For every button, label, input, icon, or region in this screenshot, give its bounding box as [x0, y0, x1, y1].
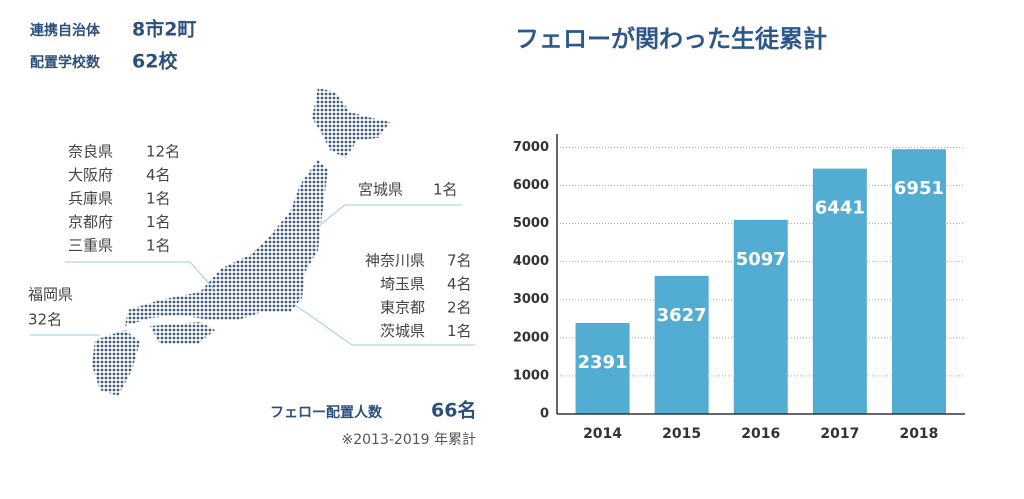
pref-name: 大阪府	[68, 166, 113, 184]
pref-count: 12名	[146, 143, 180, 161]
x-tick-label: 2014	[583, 426, 622, 442]
value-label: 6441	[815, 198, 865, 219]
x-tick-label: 2015	[662, 426, 701, 442]
bar	[733, 219, 788, 414]
pref-name: 三重県	[68, 237, 113, 255]
pref-count: 4名	[447, 275, 472, 293]
value-label: 2391	[577, 352, 627, 373]
schools-label: 配置学校数	[30, 54, 101, 71]
pref-count: 7名	[447, 252, 472, 270]
y-tick-label: 2000	[513, 330, 549, 345]
connector	[65, 261, 216, 291]
y-tick-label: 0	[540, 407, 549, 422]
pref-count: 32名	[28, 311, 62, 329]
bar	[654, 275, 709, 414]
bar-chart: 0 1000 2000 3000 4000 5000 6000 7000 2014 2391 201…	[513, 134, 965, 442]
pref-name: 京都府	[68, 213, 113, 231]
pref-count: 1名	[447, 322, 472, 340]
connector	[319, 204, 462, 226]
pref-count: 1名	[146, 190, 171, 208]
pref-name: 埼玉県	[380, 275, 425, 293]
value-label: 3627	[657, 305, 707, 326]
y-tick-label: 6000	[513, 178, 549, 193]
pref-count: 1名	[146, 237, 171, 255]
pref-name: 宮城県	[358, 181, 403, 199]
pref-count: 4名	[146, 166, 171, 184]
region-tohoku: 宮城県 1名	[358, 181, 458, 199]
municipalities-value: 8市2町	[132, 18, 196, 41]
fellows-label: フェロー配置人数	[270, 404, 383, 421]
y-tick-label: 7000	[513, 140, 549, 155]
bar	[891, 149, 946, 414]
value-label: 5097	[736, 249, 786, 270]
pref-count: 1名	[146, 213, 171, 231]
pref-name: 兵庫県	[68, 190, 113, 208]
x-tick-label: 2016	[741, 426, 780, 442]
municipalities-label: 連携自治体	[30, 22, 101, 39]
value-label: 6951	[894, 178, 944, 199]
schools-value: 62校	[132, 50, 178, 73]
pref-name: 東京都	[380, 299, 425, 317]
pref-count: 2名	[447, 299, 472, 317]
note: ※2013-2019 年累計	[342, 432, 477, 448]
y-tick-label: 1000	[513, 368, 549, 383]
connector	[294, 304, 475, 346]
bar	[575, 322, 630, 414]
x-tick-label: 2017	[820, 426, 859, 442]
y-tick-label: 5000	[513, 216, 549, 231]
y-tick-label: 3000	[513, 292, 549, 307]
pref-name: 神奈川県	[365, 252, 425, 270]
y-tick-label: 4000	[513, 254, 549, 269]
x-tick-label: 2018	[899, 426, 938, 442]
bar	[812, 168, 867, 414]
japan-map	[92, 88, 390, 396]
pref-name: 福岡県	[28, 286, 73, 304]
chart-title: フェローが関わった生徒累計	[515, 25, 827, 53]
pref-name: 茨城県	[380, 322, 425, 340]
pref-name: 奈良県	[68, 143, 113, 161]
fellows-value: 66名	[431, 399, 476, 422]
pref-count: 1名	[433, 181, 458, 199]
